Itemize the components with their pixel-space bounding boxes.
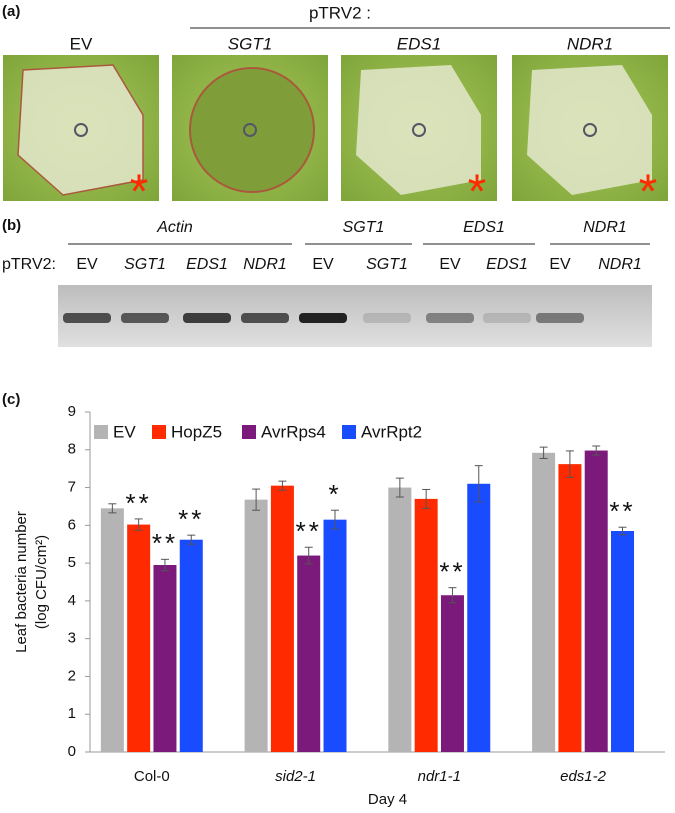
legend-swatch	[342, 425, 356, 439]
lane-label: EDS1	[186, 256, 228, 273]
asterisk: *	[468, 166, 487, 219]
gel-band	[121, 313, 169, 323]
significance: *	[328, 479, 341, 509]
gel-band	[426, 313, 474, 323]
group-label: SGT1	[343, 219, 385, 236]
lesion	[356, 65, 481, 195]
lesion	[527, 65, 652, 195]
panel-label: (a)	[2, 3, 20, 20]
group-label: EDS1	[463, 219, 505, 236]
group-label: Actin	[156, 219, 193, 236]
asterisk: *	[639, 166, 658, 219]
significance: **	[609, 496, 635, 526]
x-tick-label: ndr1-1	[418, 768, 461, 785]
gel-band	[536, 313, 584, 323]
lane-label: SGT1	[366, 256, 408, 273]
lane-label: NDR1	[243, 256, 287, 273]
significance: **	[178, 504, 204, 534]
bar	[127, 524, 151, 752]
group-label: NDR1	[583, 219, 627, 236]
y-tick-label: 0	[68, 743, 76, 760]
bar	[244, 499, 268, 752]
photos: EV * SGT1 EDS1 * NDR1 *	[3, 34, 668, 219]
y-tick-label: 2	[68, 667, 76, 684]
infiltration-site	[74, 123, 88, 137]
y-tick-label: 3	[68, 630, 76, 647]
significance: **	[126, 488, 152, 518]
lane-label: NDR1	[598, 256, 642, 273]
header: pTRV2 :	[309, 3, 371, 22]
y-tick-label: 6	[68, 516, 76, 533]
bar	[100, 508, 124, 752]
significance: **	[439, 557, 465, 587]
lane-label: EV	[439, 256, 461, 273]
lane-label: EV	[76, 256, 98, 273]
y-tick-label: 7	[68, 479, 76, 496]
bar	[558, 464, 582, 752]
bar	[414, 498, 438, 752]
lane-label: EV	[312, 256, 334, 273]
panel-label: (c)	[2, 391, 20, 408]
x-tick-label: eds1-2	[560, 768, 607, 785]
x-tick-label: Col-0	[134, 768, 170, 785]
lane-label: SGT1	[124, 256, 166, 273]
x-axis-label: Day 4	[368, 791, 407, 808]
legend-swatch	[242, 425, 256, 439]
legend-label: EV	[113, 422, 136, 441]
gel-panel: Actin SGT1 EDS1 NDR1 EV SGT1 EDS1 NDR1 EV SGT1 EV E…	[63, 219, 650, 323]
photo-label: SGT1	[228, 34, 272, 53]
legend-label: AvrRpt2	[361, 422, 422, 441]
bar	[467, 483, 491, 752]
legend-swatch	[94, 425, 108, 439]
y-axis-label: Leaf bacteria number	[13, 511, 30, 653]
photo-label: EV	[70, 34, 93, 53]
lesion	[17, 64, 144, 196]
bar	[270, 485, 294, 752]
panel-label: (b)	[2, 217, 21, 234]
legend-label: AvrRps4	[261, 422, 326, 441]
bar	[179, 539, 203, 752]
gel-band	[363, 313, 411, 323]
bar	[532, 452, 556, 752]
bar	[388, 487, 412, 752]
bar	[153, 565, 177, 752]
bar	[323, 519, 347, 752]
bar	[611, 531, 635, 752]
infiltration-site	[583, 123, 597, 137]
y-tick-label: 1	[68, 705, 76, 722]
legend-swatch	[152, 425, 166, 439]
y-tick-label: 9	[68, 403, 76, 420]
row-label: pTRV2:	[2, 256, 56, 273]
y-tick-label: 5	[68, 554, 76, 571]
photo-label: NDR1	[567, 34, 613, 53]
asterisk: *	[130, 166, 149, 219]
significance: **	[296, 516, 322, 546]
infiltration-site	[412, 123, 426, 137]
lane-label: EDS1	[486, 256, 528, 273]
bar	[584, 450, 608, 752]
bar	[297, 555, 321, 752]
lane-label: EV	[549, 256, 571, 273]
gel-band	[299, 313, 347, 323]
gel-band	[183, 313, 231, 323]
photo-label: EDS1	[397, 34, 441, 53]
y-tick-label: 4	[68, 592, 76, 609]
x-tick-label: sid2-1	[275, 768, 316, 785]
infiltration-site	[243, 123, 257, 137]
gel-band	[241, 313, 289, 323]
y-axis-label: (log CFU/cm²)	[33, 535, 50, 629]
significance: **	[152, 528, 178, 558]
y-tick-label: 8	[68, 441, 76, 458]
lesion-ring	[189, 67, 315, 193]
gel-band	[483, 313, 531, 323]
gel-band	[63, 313, 111, 323]
bar	[440, 595, 464, 752]
legend-label: HopZ5	[171, 422, 222, 441]
